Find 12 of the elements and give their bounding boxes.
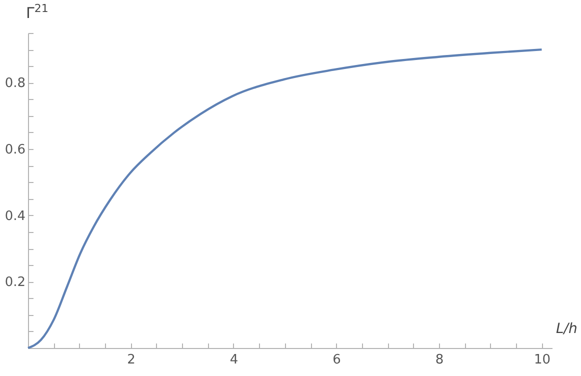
x-axis-title: L/h [556,321,578,337]
x-tick-label: 6 [332,352,341,368]
line-series [26,48,543,350]
y-tick-label: 0.2 [4,275,26,290]
y-tick-label: 0.8 [4,76,26,92]
x-tick-label: 2 [127,352,136,368]
y-axis-title: Γ$^{21}$ [26,2,48,22]
y-tick-label: 0.6 [4,142,26,158]
x-tick-label: 4 [230,352,238,368]
y-tick-label: 0.4 [4,208,26,224]
x-tick-label: 10 [534,352,550,368]
x-tick-label: 8 [435,352,444,368]
